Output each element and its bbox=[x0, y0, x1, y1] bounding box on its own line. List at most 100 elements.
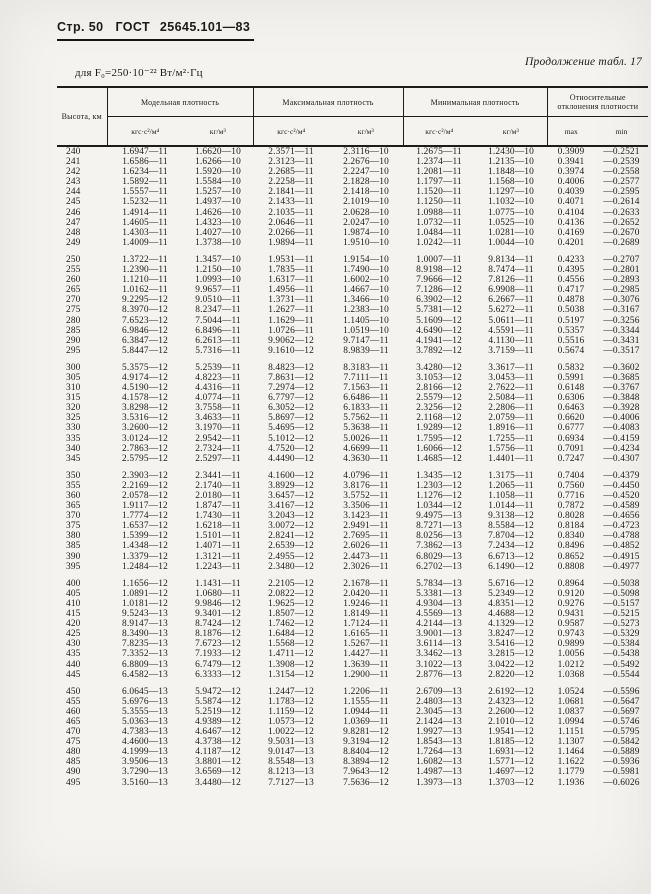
cell-height: 335 bbox=[66, 433, 81, 444]
cell-min-kg: 2.1010—12 bbox=[488, 716, 534, 727]
table-row: 435 7.3352—13 7.1933—12 1.4711—12 1.4427… bbox=[57, 649, 648, 659]
cell-model-kgs: 3.5160—13 bbox=[122, 777, 168, 788]
cell-max-kgs: 1.3731—11 bbox=[268, 295, 314, 306]
cell-model-kg: 8.2347—11 bbox=[195, 305, 241, 316]
table-row: 248 1.4303—11 1.4027—10 2.0266—11 1.9874… bbox=[57, 228, 648, 238]
cell-dev-min: —0.2652 bbox=[603, 217, 640, 228]
cell-dev-max: 0.9120 bbox=[557, 588, 585, 599]
cell-height: 355 bbox=[66, 480, 81, 491]
cell-model-kg: 8.7424—12 bbox=[195, 619, 241, 630]
cell-dev-min: —0.5697 bbox=[603, 706, 640, 717]
cell-model-kgs: 2.7863—12 bbox=[122, 443, 168, 454]
table-row: 250 1.3722—11 1.3457—10 1.9531—11 1.9154… bbox=[57, 255, 648, 265]
cell-min-kgs: 5.3381—13 bbox=[416, 588, 462, 599]
cell-max-kg: 2.0628—10 bbox=[343, 207, 389, 218]
cell-height: 310 bbox=[66, 383, 81, 394]
cell-min-kgs: 1.4987—13 bbox=[416, 767, 462, 778]
cell-dev-max: 0.6620 bbox=[557, 413, 585, 424]
cell-dev-min: —0.4159 bbox=[603, 433, 640, 444]
cell-max-kg: 1.8149—11 bbox=[343, 609, 389, 620]
cell-model-kg: 1.5257—10 bbox=[195, 187, 241, 198]
cell-dev-min: —0.4234 bbox=[603, 443, 640, 454]
cell-model-kg: 9.0510—11 bbox=[195, 295, 241, 306]
cell-min-kgs: 3.9001—13 bbox=[416, 629, 462, 640]
cell-model-kgs: 6.3847—12 bbox=[122, 335, 168, 346]
cell-min-kgs: 1.3435—12 bbox=[416, 470, 462, 481]
cell-height: 480 bbox=[66, 747, 81, 758]
cell-height: 395 bbox=[66, 561, 81, 572]
cell-height: 440 bbox=[66, 659, 81, 670]
cell-min-kgs: 5.1609—12 bbox=[416, 315, 462, 326]
cell-dev-max: 0.9899 bbox=[557, 639, 585, 650]
cell-model-kg: 4.1187—12 bbox=[195, 747, 241, 758]
cell-model-kgs: 5.3575—12 bbox=[122, 362, 168, 373]
cell-max-kg: 8.3894—12 bbox=[343, 757, 389, 768]
cell-model-kgs: 8.3970—12 bbox=[122, 305, 168, 316]
cell-model-kgs: 3.5316—12 bbox=[122, 413, 168, 424]
unit-dev-min: min bbox=[595, 116, 649, 147]
cell-min-kgs: 1.2081—11 bbox=[416, 167, 462, 178]
cell-height: 255 bbox=[66, 265, 81, 276]
table-row: 410 1.0181—12 9.9846—12 1.9625—12 1.9246… bbox=[57, 599, 648, 609]
cell-height: 485 bbox=[66, 757, 81, 768]
cell-dev-max: 0.6306 bbox=[557, 393, 585, 404]
cell-dev-min: —0.2801 bbox=[603, 265, 640, 276]
cell-dev-min: —0.4915 bbox=[603, 551, 640, 562]
cell-max-kgs: 4.7520—12 bbox=[268, 443, 314, 454]
unit-model-kg: кг/м³ bbox=[183, 116, 254, 147]
col-group-max-density: Максимальная плотность bbox=[252, 87, 404, 117]
cell-height: 325 bbox=[66, 413, 81, 424]
cell-max-kgs: 3.4167—12 bbox=[268, 501, 314, 512]
cell-max-kg: 2.3026—11 bbox=[343, 561, 389, 572]
cell-min-kgs: 1.1276—12 bbox=[416, 491, 462, 501]
table-row: 300 5.3575—12 5.2539—11 8.4823—12 8.3183… bbox=[57, 363, 648, 373]
cell-min-kgs: 3.1022—13 bbox=[416, 659, 462, 670]
cell-min-kgs: 2.6709—13 bbox=[416, 686, 462, 697]
cell-height: 400 bbox=[66, 578, 81, 589]
cell-min-kg: 7.8126—11 bbox=[488, 275, 534, 286]
table-row: 440 6.8809—13 6.7479—12 1.3908—12 1.3639… bbox=[57, 660, 648, 670]
cell-min-kg: 1.2135—10 bbox=[488, 157, 534, 168]
cell-max-kgs: 2.4955—12 bbox=[268, 551, 314, 562]
cell-dev-max: 0.4169 bbox=[557, 227, 585, 238]
cell-dev-max: 0.4717 bbox=[557, 285, 585, 296]
table-row: 249 1.4009—11 1.3738—10 1.9894—11 1.9510… bbox=[57, 238, 648, 248]
cell-model-kg: 5.7316—11 bbox=[195, 345, 241, 356]
page-header: Стр. 50 ГОСТ 25645.101—83 bbox=[57, 20, 255, 41]
cell-dev-max: 0.5674 bbox=[557, 345, 585, 356]
cell-min-kgs: 2.1424—13 bbox=[416, 716, 462, 727]
cell-min-kgs: 1.0242—11 bbox=[416, 237, 462, 248]
cell-min-kgs: 1.3973—13 bbox=[416, 777, 462, 788]
cell-dev-min: —0.4723 bbox=[603, 521, 640, 532]
cell-max-kg: 2.1678—11 bbox=[343, 578, 389, 589]
table-row: 280 7.6523—12 7.5044—11 1.1629—11 1.1405… bbox=[57, 316, 648, 326]
cell-height: 460 bbox=[66, 706, 81, 717]
cell-model-kg: 6.3333—12 bbox=[195, 669, 241, 680]
cell-min-kg: 1.3175—11 bbox=[488, 470, 534, 481]
cell-dev-max: 1.1936 bbox=[557, 777, 585, 788]
cell-height: 249 bbox=[66, 237, 81, 248]
cell-max-kgs: 2.0266—11 bbox=[268, 227, 314, 238]
cell-dev-min: —0.4450 bbox=[603, 480, 640, 491]
cell-min-kgs: 2.3045—13 bbox=[416, 706, 462, 717]
cell-model-kgs: 1.3722—11 bbox=[122, 254, 168, 265]
cell-dev-min: —0.5157 bbox=[603, 598, 640, 609]
cell-min-kgs: 1.9927—13 bbox=[416, 727, 462, 738]
cell-dev-max: 1.0056 bbox=[557, 649, 585, 660]
table-row: 405 1.0891—12 1.0680—11 2.0822—12 2.0420… bbox=[57, 589, 648, 599]
table-row: 430 7.8235—13 7.6723—12 1.5568—12 1.5267… bbox=[57, 639, 648, 649]
cell-height: 305 bbox=[66, 372, 81, 383]
cell-min-kg: 1.0775—10 bbox=[488, 207, 534, 218]
table-row: 340 2.7863—12 2.7324—11 4.7520—12 4.6699… bbox=[57, 444, 648, 454]
col-group-relative-deviations: Относительные отклонения плотности bbox=[546, 87, 649, 117]
cell-dev-min: —0.2985 bbox=[603, 285, 640, 296]
cell-model-kg: 5.2539—11 bbox=[195, 362, 241, 373]
col-group-min-density: Минимальная плотность bbox=[402, 87, 548, 117]
cell-model-kg: 1.4323—10 bbox=[195, 217, 241, 228]
cell-max-kg: 4.3630—11 bbox=[343, 453, 389, 464]
table-row: 345 2.5795—12 2.5297—11 4.4490—12 4.3630… bbox=[57, 454, 648, 464]
cell-max-kg: 2.7695—11 bbox=[343, 531, 389, 542]
cell-min-kg: 1.2430—10 bbox=[488, 147, 534, 157]
cell-min-kgs: 4.5569—13 bbox=[416, 609, 462, 620]
cell-max-kgs: 1.1783—12 bbox=[268, 696, 314, 707]
